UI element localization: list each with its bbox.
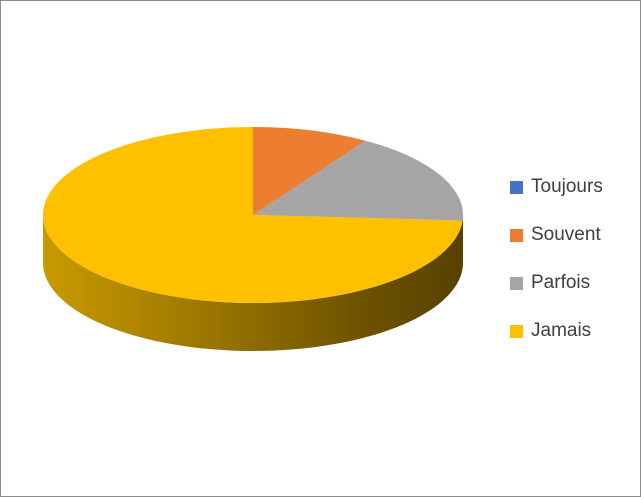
pie-slice-group	[42, 127, 463, 303]
legend-label-parfois: Parfois	[531, 272, 591, 293]
legend: Toujours Souvent Parfois Jamais	[510, 173, 603, 345]
legend-swatch-toujours	[510, 180, 523, 194]
pie-slice-jamais	[42, 127, 463, 303]
legend-label-toujours: Toujours	[531, 176, 603, 197]
legend-item-jamais: Jamais	[510, 317, 603, 345]
pie-slice-souvent	[253, 127, 366, 215]
legend-item-toujours: Toujours	[510, 173, 603, 201]
legend-swatch-souvent	[510, 228, 523, 242]
legend-label-souvent: Souvent	[531, 224, 601, 245]
legend-item-souvent: Souvent	[510, 221, 603, 249]
pie-side-wall	[43, 215, 463, 351]
legend-label-jamais: Jamais	[531, 320, 592, 341]
pie-side-group	[43, 215, 463, 351]
legend-item-parfois: Parfois	[510, 269, 603, 297]
legend-swatch-parfois	[510, 276, 523, 290]
pie-slice-parfois	[253, 140, 463, 221]
legend-swatch-jamais	[510, 324, 523, 338]
